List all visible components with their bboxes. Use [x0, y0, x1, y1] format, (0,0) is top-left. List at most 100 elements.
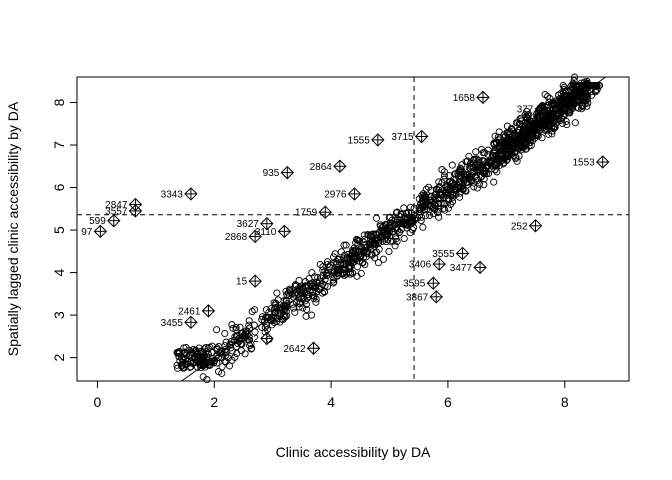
x-tick-label: 0 [94, 394, 102, 410]
observation-point [175, 349, 183, 358]
observation-point [411, 216, 419, 224]
observation-point [193, 356, 202, 364]
observation-point [553, 113, 561, 121]
observation-point [258, 313, 267, 321]
y-tick-label: 6 [51, 183, 67, 191]
observation-point [492, 139, 501, 147]
observation-point [345, 268, 353, 276]
observation-point [498, 149, 506, 157]
x-axis-title: Clinic accessibility by DA [276, 444, 431, 460]
observation-point [491, 166, 499, 174]
observation-point [180, 344, 188, 352]
point-label: 2976 [324, 189, 347, 200]
observation-point [291, 308, 299, 316]
observation-point [342, 241, 350, 249]
observation-point [366, 232, 374, 240]
point-label: 3110 [255, 227, 277, 238]
observation-point [312, 298, 320, 306]
observation-point [247, 340, 255, 348]
observation-point [454, 172, 462, 180]
influential-point [534, 102, 549, 116]
observation-point [386, 224, 394, 232]
x-tick-label: 8 [561, 394, 569, 410]
observation-point [340, 241, 348, 249]
influential-point [429, 290, 443, 304]
observation-point [197, 364, 205, 372]
observation-point [420, 191, 429, 200]
observation-point [329, 276, 337, 284]
observation-point [307, 311, 316, 319]
observation-point [352, 239, 360, 247]
observation-point [374, 259, 382, 267]
x-tick-label: 2 [210, 394, 218, 410]
observation-point [245, 321, 253, 329]
observation-point [213, 344, 221, 352]
observation-point [173, 361, 181, 369]
observation-point [571, 73, 579, 81]
observation-point [248, 344, 256, 352]
influential-point [318, 205, 332, 219]
observation-point [484, 150, 492, 158]
observation-point [179, 364, 187, 372]
y-tick-label: 5 [51, 226, 67, 234]
point-label: 2642 [283, 344, 306, 355]
point-label: 3455 [161, 318, 184, 329]
influential-point [107, 214, 121, 228]
observation-point [286, 287, 294, 295]
influential-point [371, 133, 385, 147]
observation-point [473, 176, 482, 184]
observation-point [400, 234, 408, 243]
observation-point [393, 237, 401, 245]
observation-point [568, 96, 576, 104]
observation-point [221, 329, 229, 338]
influential-point [128, 204, 143, 218]
observation-point [386, 213, 394, 221]
observation-point [367, 232, 375, 241]
observation-point [276, 312, 284, 320]
influential-point [201, 304, 216, 318]
observation-point [543, 114, 551, 122]
observation-point [392, 209, 400, 217]
influential-point [473, 260, 487, 275]
observation-point [312, 295, 320, 303]
observation-point [290, 304, 298, 312]
observation-point [419, 223, 427, 231]
observation-point [302, 300, 310, 309]
observation-point [186, 359, 194, 367]
observation-point [353, 263, 361, 271]
observation-point [494, 156, 502, 164]
observation-point [521, 145, 530, 153]
observation-point [470, 183, 478, 191]
observation-point [500, 159, 508, 167]
observation-point [548, 130, 556, 138]
observation-point [492, 152, 500, 160]
observation-point [391, 242, 399, 250]
observation-point [389, 237, 397, 245]
observation-point [511, 148, 519, 156]
observation-point [445, 172, 453, 180]
observation-point [401, 212, 409, 220]
influential-point [596, 155, 610, 169]
influential-point [248, 229, 262, 244]
observation-point [554, 116, 562, 124]
point-label: 3867 [406, 292, 429, 303]
observation-point [199, 373, 207, 381]
observation-point [379, 237, 387, 245]
observation-point [480, 181, 488, 189]
y-tick-label: 7 [51, 141, 67, 149]
y-tick-label: 4 [51, 268, 67, 276]
observation-point [208, 342, 216, 350]
observation-point [470, 155, 478, 164]
observation-point [333, 272, 341, 280]
influential-point [347, 187, 362, 201]
observation-point [189, 359, 197, 367]
observation-point [541, 116, 549, 124]
observation-point [491, 132, 499, 140]
observation-point [231, 353, 239, 361]
observation-point [213, 326, 221, 334]
observation-point [351, 248, 359, 256]
observation-point [206, 361, 214, 369]
observation-point [444, 191, 452, 199]
observation-point [417, 216, 425, 225]
observation-point [456, 193, 464, 201]
